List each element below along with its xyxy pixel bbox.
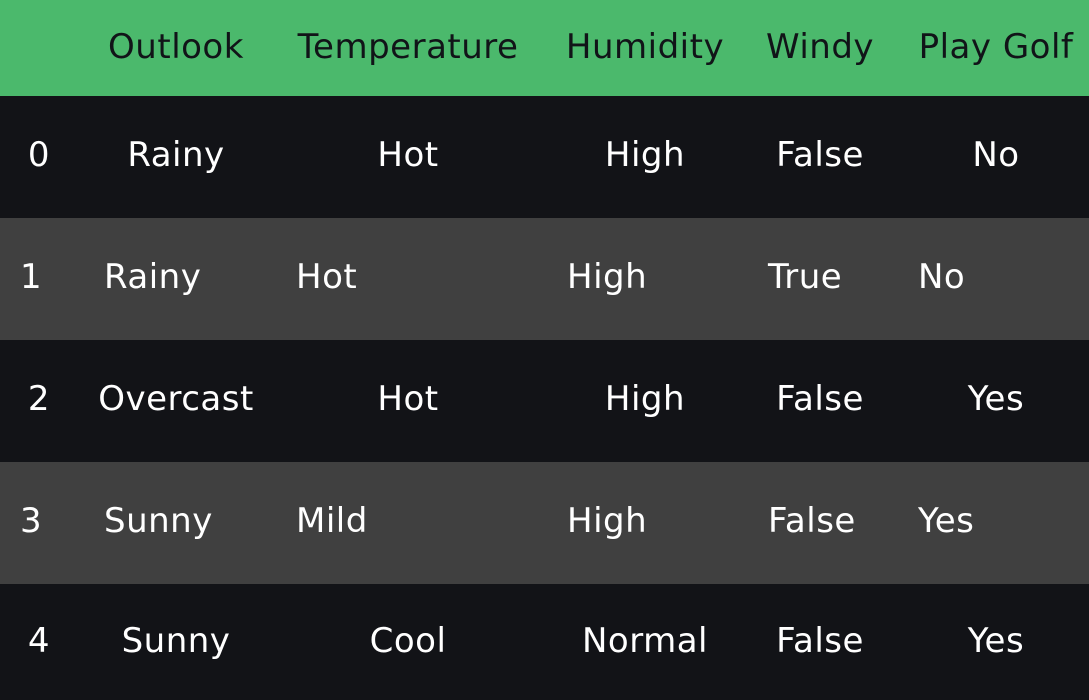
header-index: [0, 0, 78, 96]
cell-windy: False: [776, 379, 864, 419]
cell-play-golf: Yes: [918, 501, 975, 541]
cell-play-golf: Yes: [967, 621, 1025, 661]
header-humidity: Humidity: [565, 27, 725, 67]
row-index: 4: [27, 621, 51, 661]
header-temperature: Temperature: [297, 27, 519, 67]
cell-windy: False: [776, 621, 864, 661]
row-index: 0: [27, 135, 51, 175]
header-outlook: Outlook: [108, 27, 244, 67]
cell-humidity: High: [604, 379, 686, 419]
cell-outlook: Sunny: [104, 501, 213, 541]
cell-humidity: High: [567, 501, 648, 541]
table-row: 3 Sunny Mild High False Yes: [0, 462, 1089, 584]
cell-outlook: Rainy: [104, 257, 202, 297]
cell-outlook: Sunny: [121, 621, 231, 661]
cell-humidity: Normal: [581, 621, 709, 661]
cell-temperature: Hot: [296, 257, 358, 297]
table-row: 2 Overcast Hot High False Yes: [0, 340, 1089, 462]
cell-windy: False: [776, 135, 864, 175]
cell-temperature: Hot: [377, 135, 439, 175]
cell-temperature: Hot: [377, 379, 439, 419]
table-row: 1 Rainy Hot High True No: [0, 218, 1089, 340]
cell-temperature: Cool: [369, 621, 447, 661]
cell-temperature: Mild: [296, 501, 368, 541]
cell-play-golf: No: [918, 257, 966, 297]
cell-humidity: High: [567, 257, 648, 297]
cell-play-golf: Yes: [967, 379, 1025, 419]
table-row: 0 Rainy Hot High False No: [0, 96, 1089, 218]
cell-outlook: Overcast: [98, 379, 254, 419]
cell-play-golf: No: [972, 135, 1020, 175]
header-windy: Windy: [765, 27, 875, 67]
table-row: 4 Sunny Cool Normal False Yes: [0, 584, 1089, 700]
cell-outlook: Rainy: [127, 135, 225, 175]
cell-humidity: High: [604, 135, 686, 175]
header-play-golf: Play Golf: [918, 27, 1074, 67]
table-header-row: Outlook Temperature Humidity Windy Play …: [0, 0, 1089, 96]
row-index: 2: [27, 379, 51, 419]
row-index: 1: [20, 257, 43, 297]
row-index: 3: [20, 501, 43, 541]
cell-windy: False: [768, 501, 856, 541]
cell-windy: True: [768, 257, 843, 297]
